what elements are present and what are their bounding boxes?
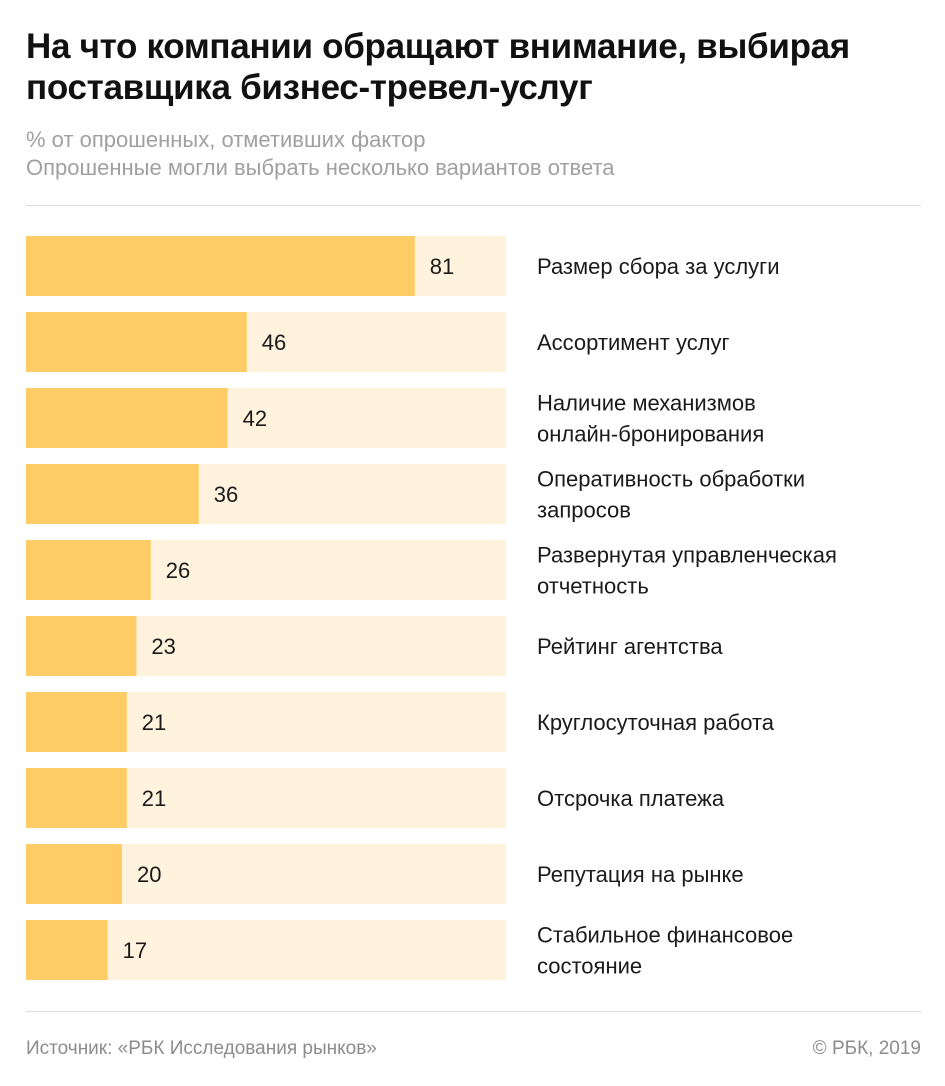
copyright-note: © РБК, 2019 [812,1038,921,1059]
chart-subtitle-units: % от опрошенных, отметивших фактор [26,127,426,152]
category-label: Наличие механизмов онлайн-бронирования [537,391,764,447]
category-label: Рейтинг агентства [537,634,723,659]
bar [26,692,127,752]
category-label: Оперативность обработки запросов [537,467,805,523]
bar [26,844,122,904]
data-label: 26 [166,558,190,583]
top-divider [26,205,921,206]
data-label: 17 [123,938,147,963]
bar [26,236,415,296]
data-label: 81 [430,254,454,279]
bar [26,768,127,828]
category-label: Круглосуточная работа [537,710,775,735]
bar [26,920,108,980]
bottom-divider [26,1011,921,1012]
source-note: Источник: «РБК Исследования рынков» [26,1038,377,1059]
data-label: 42 [243,406,267,431]
category-label: Стабильное финансовое состояние [537,923,793,979]
data-label: 36 [214,482,238,507]
data-label: 21 [142,710,166,735]
category-label: Отсрочка платежа [537,786,725,811]
category-label: Размер сбора за услуги [537,254,779,279]
category-label: Ассортимент услуг [537,330,730,355]
bar [26,540,151,600]
data-label: 23 [151,634,175,659]
data-label: 20 [137,862,161,887]
bar [26,616,137,676]
category-label: Развернутая управленческая отчетность [537,543,837,599]
bar [26,312,247,372]
chart-title: На что компании обращают внимание, выбир… [26,27,850,107]
data-label: 46 [262,330,286,355]
category-label: Репутация на рынке [537,862,744,887]
bar [26,388,228,448]
chart-subtitle-note: Опрошенные могли выбрать несколько вариа… [26,155,615,180]
data-label: 21 [142,786,166,811]
bar [26,464,199,524]
